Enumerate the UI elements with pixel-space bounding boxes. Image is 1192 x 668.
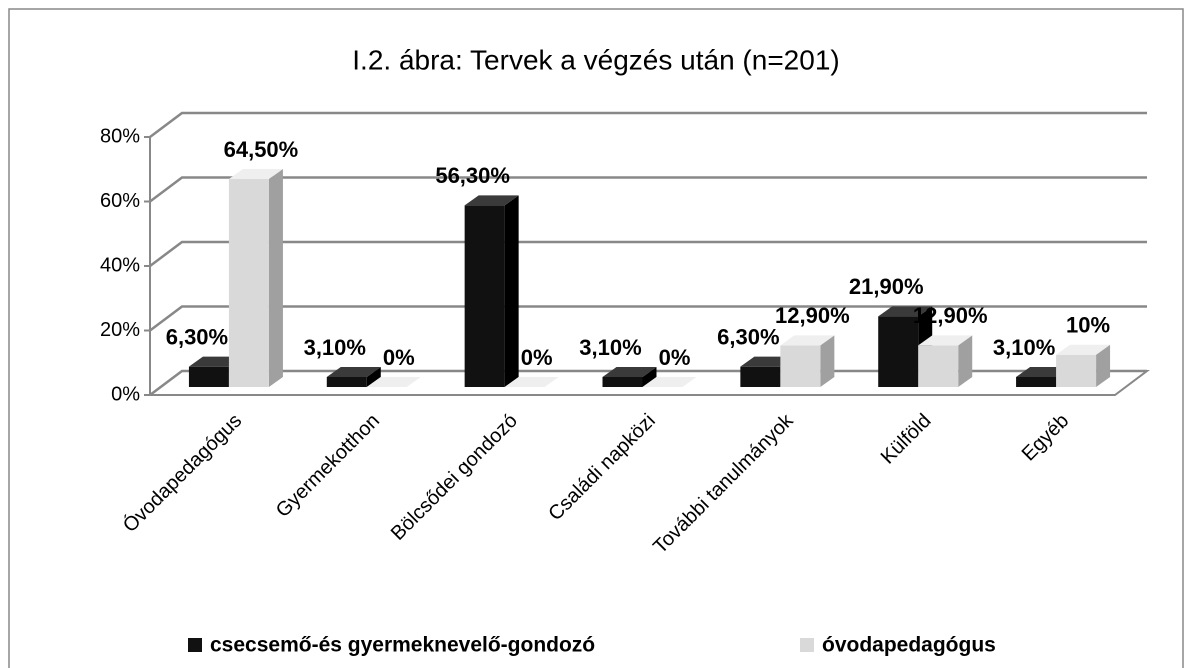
- bar-top: [366, 377, 421, 387]
- bar-top: [1056, 344, 1111, 355]
- value-label: 12,90%: [913, 303, 988, 328]
- bar-side: [366, 367, 381, 387]
- value-label: 3,10%: [304, 335, 366, 360]
- bar-side: [642, 367, 657, 387]
- legend-swatch: [188, 638, 202, 652]
- bar-top: [878, 306, 933, 317]
- chart-frame: [8, 8, 1184, 668]
- value-label: 6,30%: [717, 324, 779, 349]
- bar-front: [326, 377, 367, 387]
- bar-side: [504, 195, 519, 387]
- bar: [504, 377, 559, 387]
- bar: [366, 377, 421, 387]
- bar: [1056, 344, 1111, 387]
- value-label: 56,30%: [435, 163, 510, 188]
- value-label: 12,90%: [775, 303, 850, 328]
- y-tick-label: 0%: [111, 383, 140, 405]
- bar-front: [464, 205, 505, 387]
- value-label: 10%: [1066, 313, 1110, 338]
- value-label: 3,10%: [993, 335, 1055, 360]
- grid-line: [149, 305, 1147, 332]
- bar: [228, 168, 283, 387]
- value-label: 0%: [659, 345, 691, 370]
- bar-front: [602, 377, 643, 387]
- bar: [780, 335, 835, 387]
- bar-front: [188, 366, 229, 387]
- value-label: 21,90%: [849, 274, 924, 299]
- y-tick-label: 80%: [100, 125, 140, 147]
- chart-title: I.2. ábra: Tervek a végzés után (n=201): [352, 44, 839, 75]
- value-label: 64,50%: [224, 137, 299, 162]
- bar-top: [504, 377, 559, 387]
- bar-top: [228, 168, 283, 179]
- legend-label: óvodapedagógus: [822, 634, 996, 657]
- bar: [602, 367, 657, 387]
- bar-side: [1096, 344, 1111, 387]
- grid-line: [149, 176, 1147, 203]
- grid-line: [149, 240, 1147, 267]
- bar: [326, 367, 381, 387]
- bar-top: [602, 367, 657, 378]
- legend-swatch: [800, 638, 814, 652]
- bar: [642, 377, 697, 387]
- bar: [464, 195, 519, 387]
- bar-top: [326, 367, 381, 378]
- bar-side: [820, 335, 835, 387]
- bar-front: [1056, 354, 1097, 387]
- bar-front: [780, 345, 821, 387]
- bar-side: [958, 335, 973, 387]
- value-label: 0%: [383, 345, 415, 370]
- bar-front: [878, 316, 919, 387]
- bar: [918, 335, 973, 387]
- bar-side: [268, 168, 283, 387]
- bar-top: [642, 377, 697, 387]
- bar-front: [918, 345, 959, 387]
- bar-top: [780, 335, 835, 346]
- value-label: 0%: [521, 345, 553, 370]
- y-tick-label: 40%: [100, 254, 140, 276]
- value-label: 6,30%: [166, 324, 228, 349]
- bar-front: [1016, 377, 1057, 387]
- y-tick-label: 60%: [100, 190, 140, 212]
- grid-line: [149, 111, 1147, 138]
- bar-front: [740, 366, 781, 387]
- legend-label: csecsemő-és gyermeknevelő-gondozó: [210, 634, 595, 657]
- bar-top: [464, 195, 519, 206]
- bar-top: [918, 335, 973, 346]
- y-tick-label: 20%: [100, 319, 140, 341]
- value-label: 3,10%: [579, 335, 641, 360]
- bar-front: [228, 178, 269, 387]
